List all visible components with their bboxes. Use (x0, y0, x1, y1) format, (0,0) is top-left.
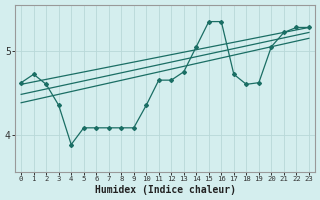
X-axis label: Humidex (Indice chaleur): Humidex (Indice chaleur) (94, 185, 236, 195)
